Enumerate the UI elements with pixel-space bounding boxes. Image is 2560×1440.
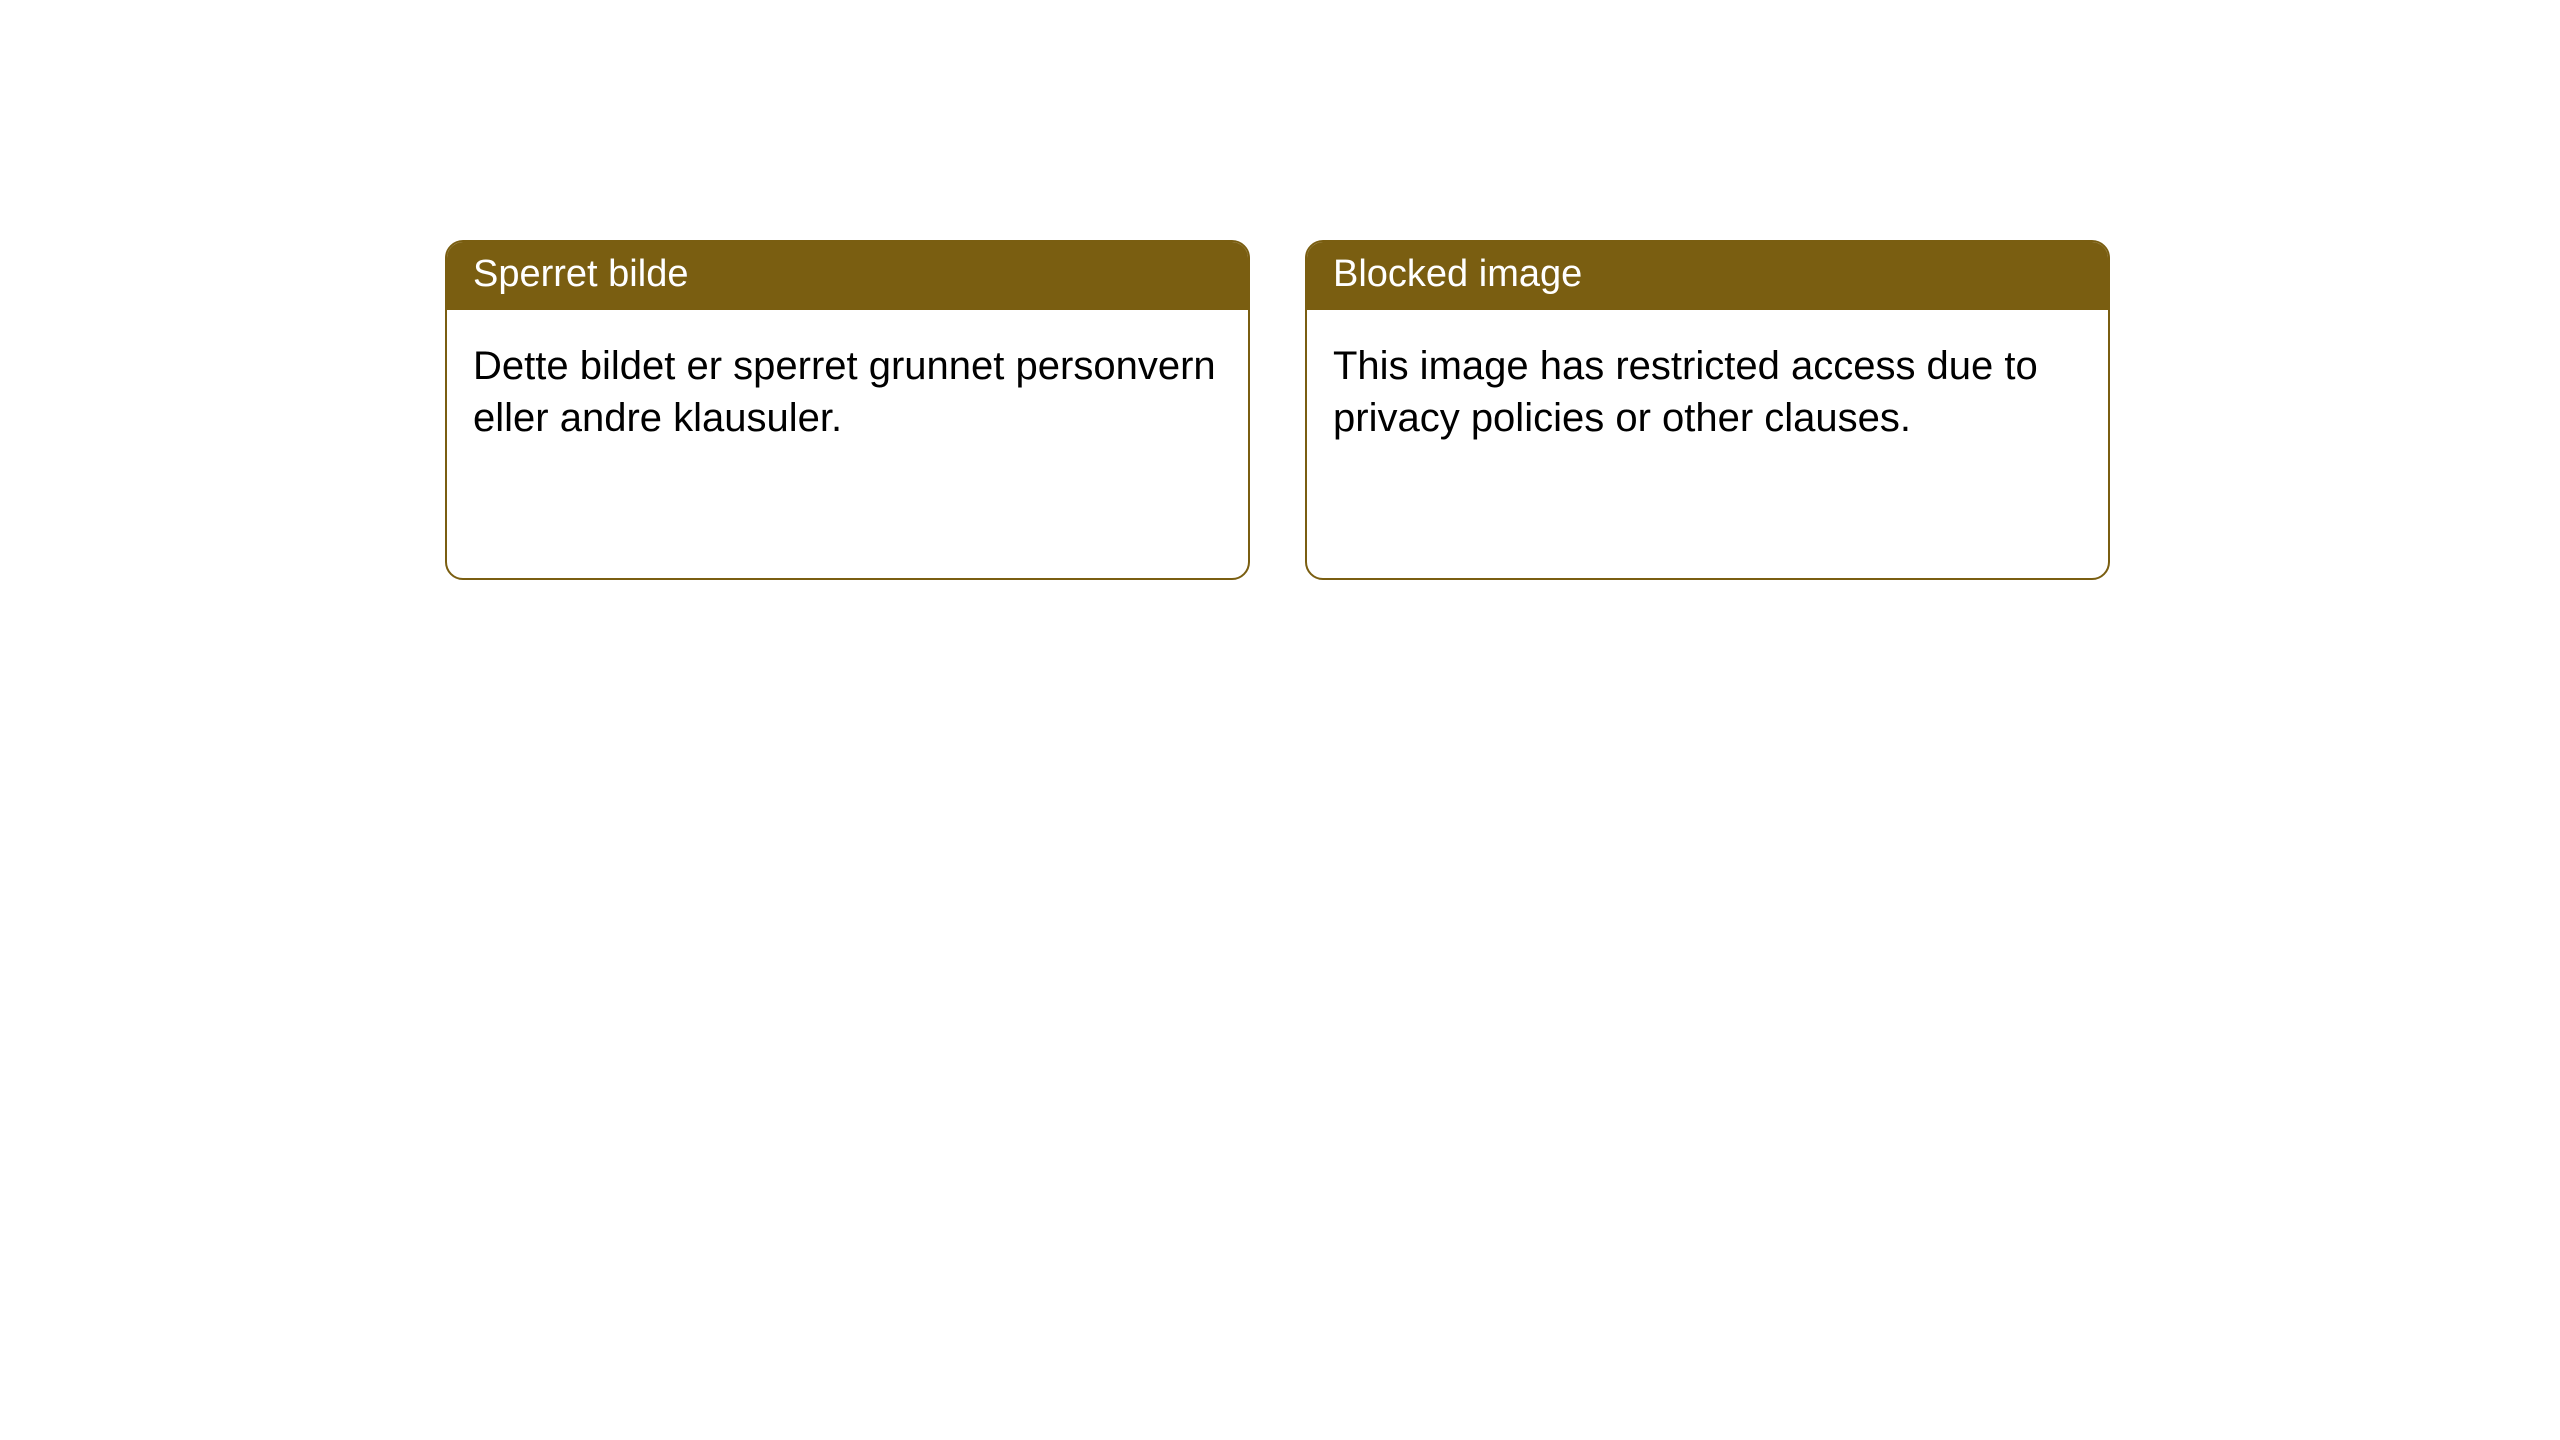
notice-card-body: This image has restricted access due to … bbox=[1307, 310, 2108, 470]
notice-card-title: Blocked image bbox=[1307, 242, 2108, 310]
notice-card-body: Dette bildet er sperret grunnet personve… bbox=[447, 310, 1248, 470]
notice-card-english: Blocked image This image has restricted … bbox=[1305, 240, 2110, 580]
notice-card-norwegian: Sperret bilde Dette bildet er sperret gr… bbox=[445, 240, 1250, 580]
notice-card-title: Sperret bilde bbox=[447, 242, 1248, 310]
notice-cards-container: Sperret bilde Dette bildet er sperret gr… bbox=[445, 240, 2110, 580]
